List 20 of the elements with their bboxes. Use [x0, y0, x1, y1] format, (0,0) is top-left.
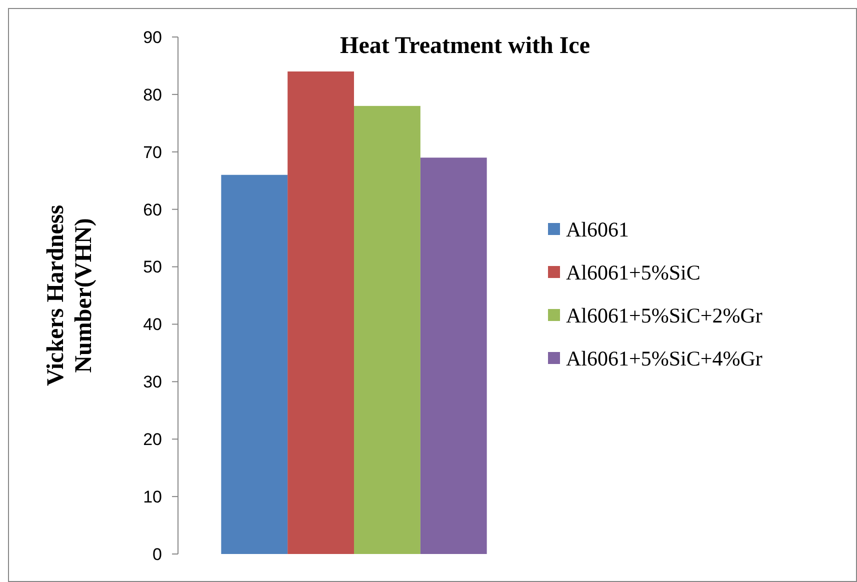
chart-title: Heat Treatment with Ice [340, 33, 590, 59]
bar [354, 106, 420, 554]
y-tick-label: 20 [143, 430, 162, 450]
bar [221, 174, 288, 554]
y-tick-label: 80 [143, 85, 162, 104]
legend-label: Al6061+5%SiC+2%Gr [566, 303, 762, 328]
y-tick-label: 90 [143, 28, 162, 47]
y-axis-title: Vickers Hardness Number(VHN) [43, 204, 97, 386]
y-tick-label: 30 [143, 372, 162, 392]
y-tick-label: 40 [143, 315, 162, 334]
y-tick-label: 50 [143, 258, 162, 277]
y-tick-label: 70 [143, 142, 162, 162]
y-tick-label: 0 [152, 544, 162, 564]
y-tick-label: 60 [143, 200, 162, 220]
legend-label: Al6061+5%SiC+4%Gr [566, 346, 762, 370]
bar [420, 158, 487, 554]
legend-label: Al6061 [566, 217, 629, 242]
legend-label: Al6061+5%SiC [566, 260, 700, 284]
bar [288, 71, 354, 554]
y-tick-label: 10 [143, 488, 162, 507]
